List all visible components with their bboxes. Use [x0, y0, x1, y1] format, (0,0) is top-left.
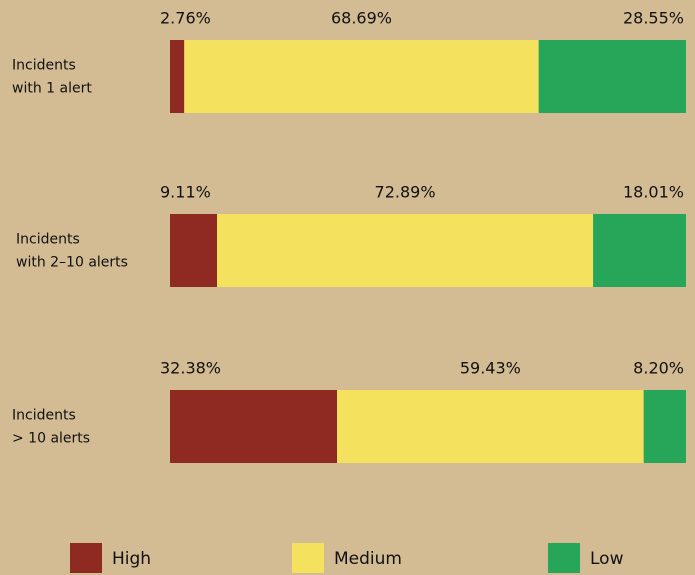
value-label: 8.20% — [633, 359, 684, 378]
bar-segment — [170, 214, 218, 287]
bar-segment — [643, 390, 686, 463]
legend-swatch — [548, 543, 580, 573]
value-label: 18.01% — [623, 183, 684, 202]
bar-segment — [217, 214, 594, 287]
value-label: 68.69% — [331, 9, 392, 28]
bar-segment — [170, 40, 185, 113]
value-label: 72.89% — [375, 183, 436, 202]
bar-segment — [337, 390, 644, 463]
category-label: with 2–10 alerts — [16, 255, 128, 271]
legend-label: High — [112, 549, 151, 569]
value-label: 32.38% — [160, 359, 221, 378]
legend-label: Low — [590, 549, 624, 569]
value-label: 28.55% — [623, 9, 684, 28]
category-label: > 10 alerts — [12, 431, 90, 447]
bar-segment — [593, 214, 686, 287]
bar-segment — [170, 390, 338, 463]
category-label: Incidents — [16, 232, 80, 248]
category-label: Incidents — [12, 58, 76, 74]
category-label: with 1 alert — [12, 81, 92, 97]
legend-swatch — [70, 543, 102, 573]
category-label: Incidents — [12, 408, 76, 424]
legend-label: Medium — [334, 549, 402, 569]
value-label: 2.76% — [160, 9, 211, 28]
bar-segment — [184, 40, 539, 113]
value-label: 9.11% — [160, 183, 211, 202]
legend-swatch — [292, 543, 324, 573]
value-label: 59.43% — [460, 359, 521, 378]
bar-segment — [538, 40, 686, 113]
